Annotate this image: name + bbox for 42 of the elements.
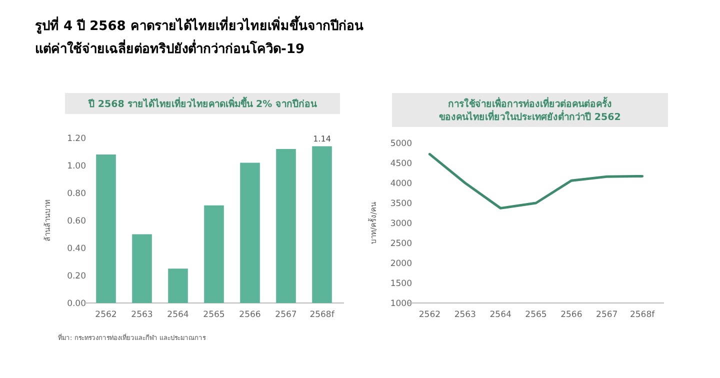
x-tick-label: 2564: [167, 310, 189, 320]
x-tick-label: 2567: [275, 310, 297, 320]
chart-title: ปี 2568 รายได้ไทยเที่ยวไทยคาดเพิ่มขึ้น 2% จากปีก่อน: [88, 96, 318, 110]
y-tick-label: 1500: [390, 279, 412, 289]
x-tick-label: 2562: [418, 310, 441, 320]
x-tick-label: 2567: [596, 310, 618, 320]
bar: [312, 146, 332, 303]
x-tick-label: 2565: [525, 310, 547, 320]
y-tick-label: 1.20: [67, 134, 86, 144]
x-tick-label: 2562: [95, 310, 117, 320]
y-tick-label: 3500: [390, 199, 412, 209]
y-tick-label: 1000: [390, 299, 412, 309]
y-tick-label: 5000: [390, 139, 412, 149]
x-tick-label: 2563: [131, 310, 153, 320]
data-label: 1.14: [313, 134, 331, 144]
x-tick-label: 2568f: [310, 310, 336, 320]
bar: [276, 149, 296, 303]
bar: [96, 154, 116, 303]
text: รูปที่ 4 ปี 2568 คาดรายได้ไทยเที่ยวไทยเพิ่มขึ้นจากปีก่อน แต่ค่าใช้จ่ายเฉลี่ยต่อทริปยังต่ำกว่าก่อนโควิด-19: [35, 15, 364, 57]
x-tick-label: 2566: [560, 310, 582, 320]
line-series: [428, 152, 644, 210]
y-tick-label: 2000: [390, 259, 412, 269]
x-tick-label: 2564: [490, 310, 512, 320]
y-tick-label: 0.00: [67, 299, 86, 309]
y-tick-label: 0.40: [67, 244, 86, 254]
y-tick-label: 3000: [390, 219, 412, 229]
y-tick-label: 0.80: [67, 189, 86, 199]
bar: [240, 162, 260, 303]
chart-title: การใช้จ่ายเพื่อการท่องเที่ยวต่อคนต่อครั้ง ของคนไทยเที่ยวในประเทศยังต่ำกว่าปี 2562: [439, 96, 621, 123]
x-tick-label: 2563: [454, 310, 476, 320]
y-tick-label: 1.00: [67, 162, 86, 172]
bar: [132, 234, 152, 303]
y-tick-label: 0.20: [67, 272, 86, 282]
x-tick-label: 2568f: [630, 310, 656, 320]
y-tick-label: 2500: [390, 239, 412, 249]
y-tick-label: 0.60: [67, 216, 86, 226]
bar: [168, 268, 188, 303]
y-tick-label: 4000: [390, 179, 412, 189]
y-tick-label: 4500: [390, 159, 412, 169]
x-tick-label: 2565: [203, 310, 225, 320]
bar: [204, 205, 224, 303]
x-tick-label: 2566: [239, 310, 261, 320]
